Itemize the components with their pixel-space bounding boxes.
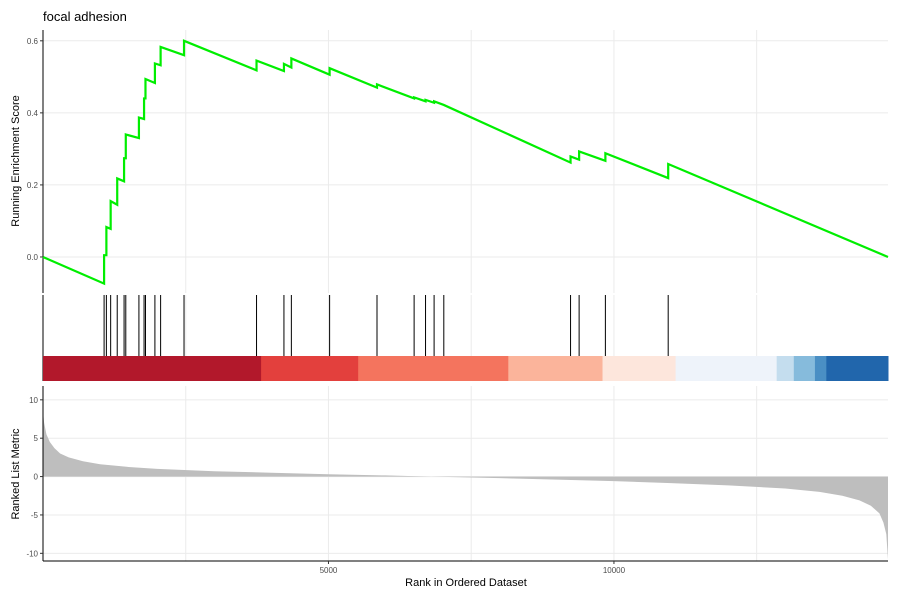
y-tick-label: -5 — [31, 511, 39, 520]
rank-bar-segment — [793, 356, 816, 381]
rank-bar-segment — [261, 356, 359, 381]
hits-panel — [42, 295, 889, 381]
ranked-metric-y-axis-title: Ranked List Metric — [10, 428, 22, 520]
y-tick-label: 0.2 — [27, 181, 39, 190]
y-tick-label: 0.0 — [27, 253, 39, 262]
y-tick-label: 0.6 — [27, 37, 39, 46]
x-axis-title: Rank in Ordered Dataset — [405, 577, 527, 589]
rank-bar-segment — [776, 356, 795, 381]
rank-bar-segment — [602, 356, 677, 381]
rank-bar-segment — [508, 356, 604, 381]
rank-colour-bar — [43, 356, 889, 381]
running-enrichment-curve — [42, 39, 889, 286]
rank-bar-segment — [826, 356, 889, 381]
y-tick-label: 0.4 — [27, 109, 39, 118]
y-tick-label: 10 — [29, 396, 38, 405]
gene-hit-marks — [103, 295, 669, 356]
x-ticks: 5000 10000 — [320, 561, 626, 575]
hits-gridlines — [185, 295, 758, 356]
x-tick-label: 10000 — [603, 566, 626, 575]
enrichment-gridlines — [43, 30, 888, 293]
enrichment-y-axis-title: Running Enrichment Score — [10, 95, 22, 226]
rank-bar-segment — [814, 356, 827, 381]
enrichment-y-ticks: 0.0 0.2 0.4 0.6 — [27, 37, 43, 262]
ranked-metric-panel: 10 5 0 -5 -10 5000 10000 Ranked List Metric R… — [10, 386, 888, 589]
chart-title: focal adhesion — [43, 9, 127, 24]
rank-bar-segment — [358, 356, 509, 381]
rank-bar-segment — [675, 356, 778, 381]
y-tick-label: 0 — [34, 473, 39, 482]
enrichment-panel: 0.0 0.2 0.4 0.6 Running Enrichment Score — [10, 30, 889, 293]
rank-bar-segment — [43, 356, 262, 381]
y-tick-label: 5 — [34, 434, 39, 443]
y-tick-label: -10 — [26, 549, 38, 558]
ranked-metric-area — [43, 411, 888, 560]
ranked-metric-y-ticks: 10 5 0 -5 -10 — [26, 396, 43, 558]
x-tick-label: 5000 — [320, 566, 338, 575]
